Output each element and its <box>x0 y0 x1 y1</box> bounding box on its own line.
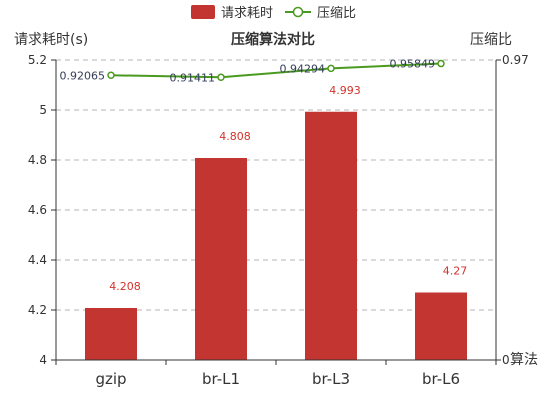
y-tick-label: 5 <box>39 103 47 117</box>
legend-label-line[interactable]: 压缩比 <box>317 5 356 21</box>
legend-label-bar[interactable]: 请求耗时 <box>221 6 273 21</box>
x-tick-label: br-L3 <box>312 370 350 388</box>
line-point-br-L1[interactable] <box>217 73 225 82</box>
line-value-label: 0.94294 <box>280 62 326 75</box>
bar-gzip[interactable] <box>85 308 137 360</box>
y-tick-label: 4.2 <box>28 303 47 317</box>
bar-value-label: 4.808 <box>219 130 251 143</box>
y2-tick-label: 0.97 <box>502 53 529 67</box>
y2-tick-label: 0 <box>502 353 510 367</box>
bar-br-L1[interactable] <box>195 158 247 360</box>
line-point-br-L6[interactable] <box>437 59 445 68</box>
line-path <box>110 62 442 79</box>
chart-title: 压缩算法对比 <box>231 31 315 48</box>
line-point-gzip[interactable] <box>107 71 115 80</box>
y-tick-label: 5.2 <box>28 53 47 67</box>
line-series <box>107 59 445 82</box>
line-value-label: 0.95849 <box>390 58 436 71</box>
legend[interactable]: 请求耗时 压缩比 <box>191 5 356 21</box>
y-axis-right-name: 压缩比 <box>470 32 512 48</box>
bar-br-L3[interactable] <box>305 111 357 360</box>
bar-value-label: 4.208 <box>109 280 141 293</box>
line-point-br-L3[interactable] <box>327 64 335 73</box>
legend-swatch-bar[interactable] <box>191 5 215 19</box>
tick-labels: 4 4.2 4.4 4.6 4.8 5 5.2 0 0.97 算法 gzip br-L1 br-L3 br… <box>28 53 538 388</box>
line-value-label: 0.92065 <box>60 69 106 82</box>
x-tick-label: br-L1 <box>202 370 240 388</box>
x-tick-label: br-L6 <box>422 370 460 388</box>
y-tick-label: 4.8 <box>28 153 47 167</box>
bar-series <box>85 111 467 361</box>
line-value-label: 0.91411 <box>170 71 216 84</box>
x-tick-label: gzip <box>95 370 126 388</box>
y-tick-label: 4 <box>39 353 47 367</box>
bar-br-L6[interactable] <box>415 292 467 361</box>
gridlines <box>56 59 496 311</box>
legend-swatch-line-dot[interactable] <box>292 6 304 18</box>
bar-value-label: 4.993 <box>329 84 361 97</box>
bar-value-label: 4.27 <box>443 265 468 278</box>
y-tick-label: 4.6 <box>28 203 47 217</box>
y-axis-left-name: 请求耗时(s) <box>14 32 88 48</box>
y-tick-label: 4.4 <box>28 253 47 267</box>
x-axis-name: 算法 <box>510 352 538 368</box>
data-labels: 4.208 4.808 4.993 4.27 0.92065 0.91411 0.94294… <box>60 58 468 293</box>
